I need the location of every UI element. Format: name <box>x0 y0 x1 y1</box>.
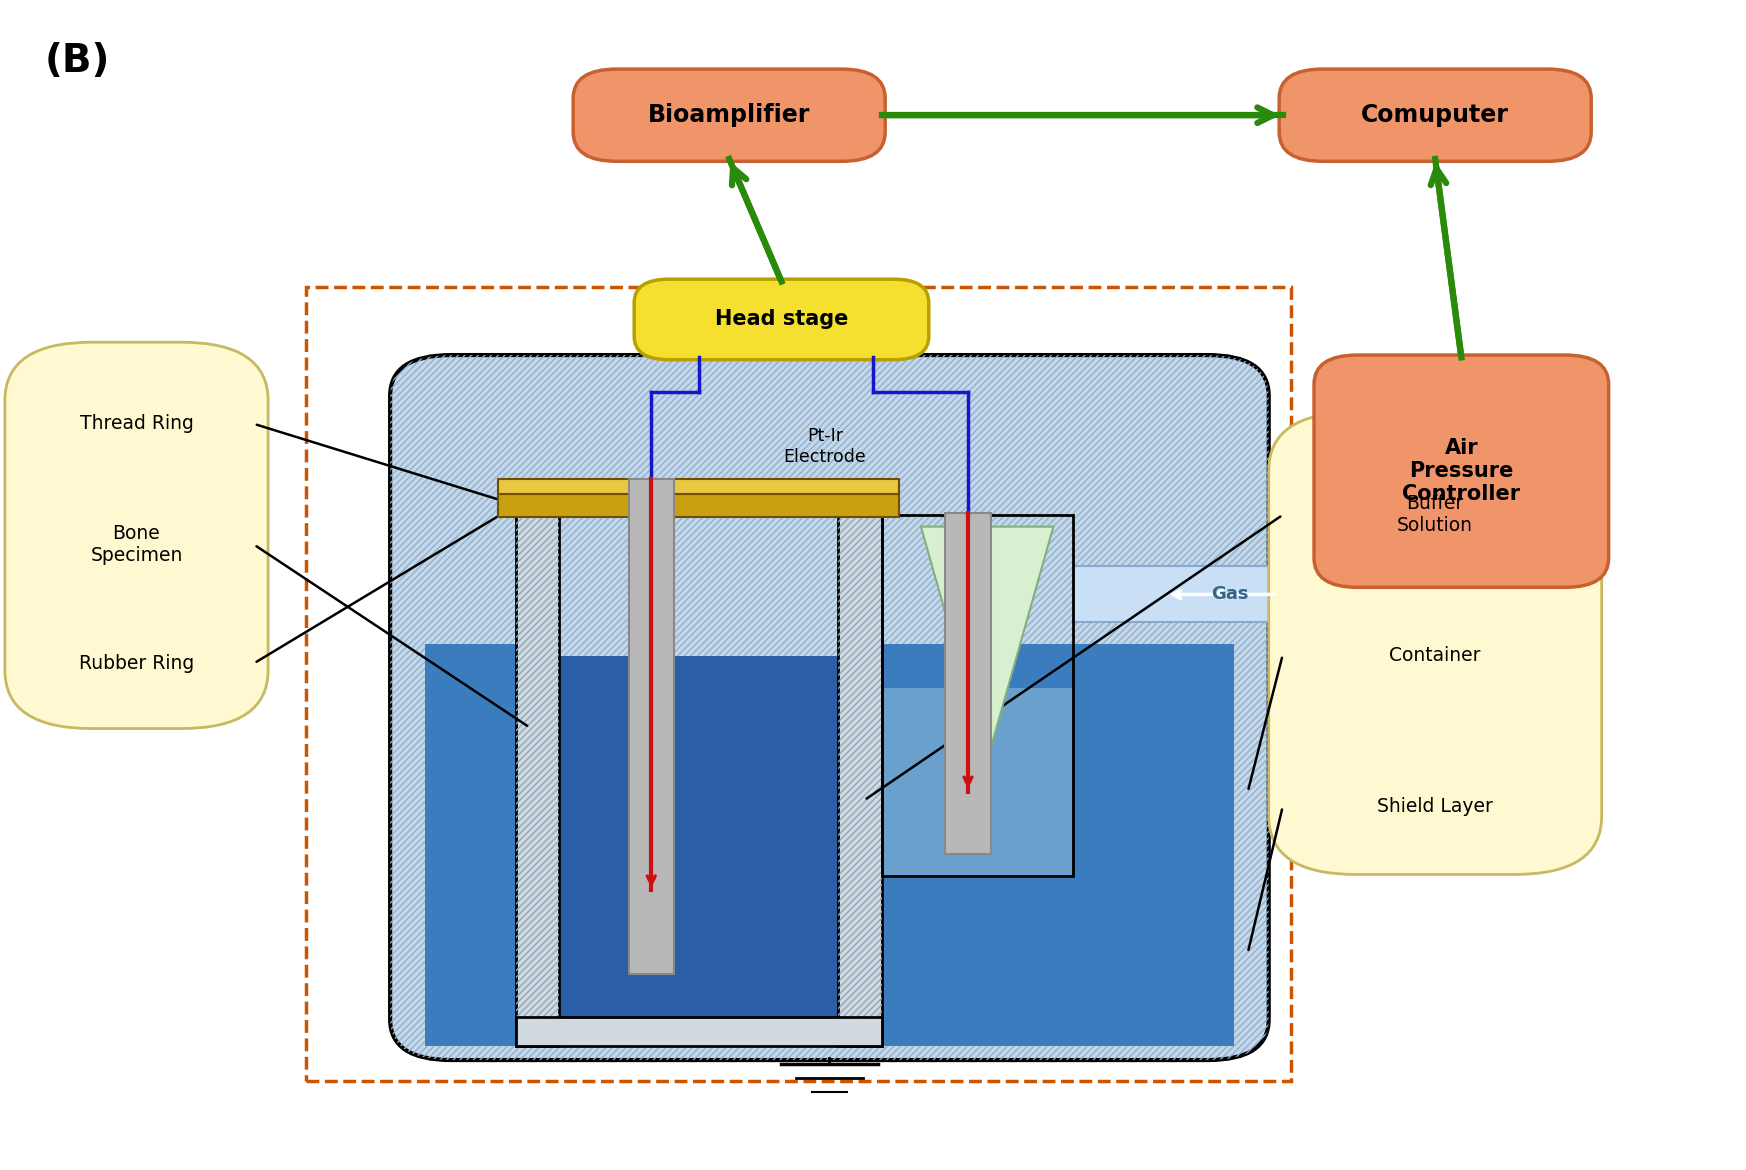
Text: Container: Container <box>1390 646 1481 665</box>
FancyBboxPatch shape <box>1315 355 1608 587</box>
Bar <box>882 688 1074 876</box>
Text: Buffer
Solution: Buffer Solution <box>1397 495 1474 536</box>
Bar <box>629 479 674 973</box>
Bar <box>515 515 559 1046</box>
Bar <box>882 644 1234 1046</box>
Bar <box>882 515 1074 876</box>
Text: Thread Ring: Thread Ring <box>80 414 194 433</box>
Bar <box>424 644 515 1046</box>
Text: Shield Layer: Shield Layer <box>1378 797 1493 817</box>
Bar <box>945 512 990 854</box>
Bar <box>559 655 838 1017</box>
FancyBboxPatch shape <box>573 69 885 161</box>
Bar <box>838 515 882 1046</box>
FancyBboxPatch shape <box>1269 412 1601 874</box>
Polygon shape <box>920 526 1053 760</box>
Bar <box>307 288 1292 1081</box>
Text: Rubber Ring: Rubber Ring <box>79 654 194 673</box>
Text: Head stage: Head stage <box>714 309 849 330</box>
Bar <box>498 494 899 517</box>
FancyBboxPatch shape <box>634 280 929 359</box>
Text: Air
Pressure
Controller: Air Pressure Controller <box>1402 438 1521 504</box>
Bar <box>498 479 899 494</box>
Text: Bone
Specimen: Bone Specimen <box>91 524 183 565</box>
Bar <box>1074 566 1318 622</box>
Bar <box>515 1017 882 1046</box>
FancyBboxPatch shape <box>389 355 1269 1060</box>
Text: Bioamplifier: Bioamplifier <box>648 103 810 128</box>
FancyBboxPatch shape <box>5 342 269 729</box>
FancyBboxPatch shape <box>1280 69 1591 161</box>
Text: Comuputer: Comuputer <box>1362 103 1509 128</box>
Text: Pt-Ir
Electrode: Pt-Ir Electrode <box>784 427 866 466</box>
Text: Gas: Gas <box>1212 585 1248 604</box>
Text: (B): (B) <box>45 42 110 81</box>
